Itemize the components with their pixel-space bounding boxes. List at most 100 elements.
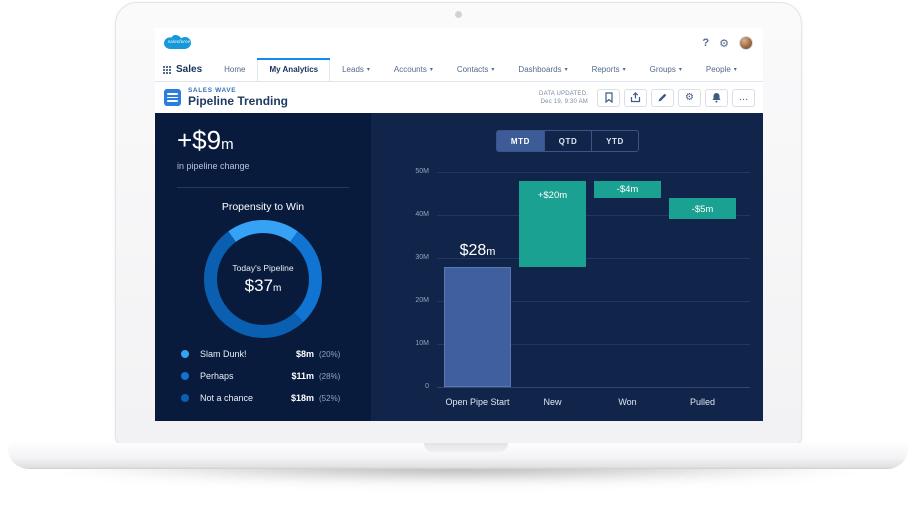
topbar: salesforce ? ⚙: [155, 28, 763, 58]
gridline: [437, 387, 750, 388]
tab-label: My Analytics: [269, 65, 318, 74]
legend-item-slam-dunk[interactable]: Slam Dunk! $8m (20%): [155, 343, 371, 365]
chart-bar-new[interactable]: +$20m: [519, 181, 586, 267]
tab-dashboards[interactable]: Dashboards▾: [506, 58, 579, 81]
settings-gear-icon[interactable]: ⚙: [719, 37, 729, 50]
y-axis-tick-label: 0: [389, 383, 429, 390]
wave-dashboard-icon[interactable]: [164, 89, 181, 106]
ellipsis-icon: …: [739, 92, 749, 103]
navigation-bar: Sales Home My Analytics Leads▾ Accounts▾…: [155, 58, 763, 82]
bar-value-label: $28m: [433, 242, 523, 260]
tab-leads[interactable]: Leads▾: [330, 58, 382, 81]
tab-reports[interactable]: Reports▾: [580, 58, 638, 81]
tab-label: Contacts: [457, 65, 489, 74]
dashboard-category: SALES WAVE: [188, 87, 288, 94]
share-icon: [630, 92, 641, 103]
legend-label: Perhaps: [200, 371, 270, 381]
chevron-down-icon: ▾: [679, 66, 682, 73]
chevron-down-icon: ▾: [491, 66, 494, 73]
bar-value-unit: m: [559, 190, 567, 201]
bar-value-amount: -$5: [692, 204, 706, 215]
bookmark-icon: [604, 92, 614, 103]
tab-label: Reports: [592, 65, 620, 74]
tab-accounts[interactable]: Accounts▾: [382, 58, 445, 81]
webcam-icon: [455, 11, 462, 18]
legend-label: Slam Dunk!: [200, 349, 270, 359]
data-updated-timestamp: Dec 19, 9:30 AM: [539, 98, 588, 106]
toggle-mtd[interactable]: MTD: [497, 131, 544, 151]
pipeline-change-amount: +$9: [177, 125, 221, 155]
tab-home[interactable]: Home: [212, 58, 257, 81]
donut-center-label: Today's Pipeline: [232, 263, 293, 273]
legend-dot: [181, 372, 189, 380]
tab-label: Accounts: [394, 65, 427, 74]
bookmark-button[interactable]: [597, 89, 620, 107]
waterfall-plot: MTD QTD YTD 010M20M30M40M50M$28mOpen Pip…: [371, 113, 763, 421]
toggle-qtd[interactable]: QTD: [544, 131, 591, 151]
donut-center: Today's Pipeline $37m: [217, 233, 309, 325]
pipeline-change-unit: m: [221, 136, 234, 153]
legend-item-perhaps[interactable]: Perhaps $11m (28%): [155, 365, 371, 387]
bar-value-amount: +$20: [538, 190, 559, 201]
legend-value: $11m: [270, 371, 314, 381]
chevron-down-icon: ▾: [367, 66, 370, 73]
pipeline-change-caption: in pipeline change: [177, 161, 250, 171]
bell-icon: [711, 92, 722, 103]
chevron-down-icon: ▾: [623, 66, 626, 73]
share-button[interactable]: [624, 89, 647, 107]
toggle-ytd[interactable]: YTD: [591, 131, 638, 151]
settings-button[interactable]: ⚙: [678, 89, 701, 107]
legend-percent: (28%): [319, 372, 357, 381]
data-updated-text: DATA UPDATED. Dec 19, 9:30 AM: [539, 90, 588, 106]
y-axis-tick-label: 10M: [389, 340, 429, 347]
dashboard-header: SALES WAVE Pipeline Trending DATA UPDATE…: [155, 82, 763, 113]
bar-value-label: +$20m: [520, 182, 585, 201]
donut-ring[interactable]: Today's Pipeline $37m: [204, 220, 322, 338]
tab-my-analytics[interactable]: My Analytics: [257, 58, 330, 81]
chart-bar-won[interactable]: -$4m: [594, 181, 661, 198]
donut-center-amount: $37: [245, 276, 273, 295]
legend-percent: (20%): [319, 350, 357, 359]
chart-bar-pulled[interactable]: -$5m: [669, 198, 736, 220]
pencil-icon: [657, 92, 668, 103]
divider: [177, 187, 349, 188]
more-actions-button[interactable]: …: [732, 89, 755, 107]
data-updated-label: DATA UPDATED.: [539, 90, 588, 98]
chevron-down-icon: ▾: [734, 66, 737, 73]
page-title: Pipeline Trending: [188, 94, 288, 108]
bar-value-unit: m: [630, 184, 638, 195]
app-launcher-waffle-icon[interactable]: [163, 66, 171, 74]
donut-center-unit: m: [273, 283, 281, 294]
legend-dot: [181, 394, 189, 402]
bar-value-amount: $28: [460, 242, 487, 259]
tab-people[interactable]: People▾: [694, 58, 749, 81]
chevron-down-icon: ▾: [565, 66, 568, 73]
help-icon[interactable]: ?: [702, 37, 709, 49]
y-axis-tick-label: 30M: [389, 254, 429, 261]
y-axis-tick-label: 40M: [389, 211, 429, 218]
chart-bar-open-pipe-start[interactable]: [444, 267, 511, 387]
legend-percent: (52%): [319, 394, 357, 403]
tab-groups[interactable]: Groups▾: [638, 58, 694, 81]
gridline: [437, 172, 750, 173]
tab-label: Home: [224, 65, 245, 74]
legend-value: $8m: [270, 349, 314, 359]
donut-legend: Slam Dunk! $8m (20%) Perhaps $11m (28%) …: [155, 343, 371, 409]
period-toggle-group: MTD QTD YTD: [496, 130, 639, 152]
bar-value-unit: m: [705, 204, 713, 215]
pipeline-change-value: +$9m: [177, 125, 234, 156]
y-axis-tick-label: 20M: [389, 297, 429, 304]
tab-contacts[interactable]: Contacts▾: [445, 58, 507, 81]
donut-center-value: $37m: [245, 276, 282, 296]
laptop-hinge-notch: [424, 443, 508, 452]
notifications-button[interactable]: [705, 89, 728, 107]
legend-item-not-a-chance[interactable]: Not a chance $18m (52%): [155, 387, 371, 409]
donut-chart-title: Propensity to Win: [155, 201, 371, 213]
app-launcher[interactable]: Sales: [155, 58, 212, 81]
legend-value: $18m: [270, 393, 314, 403]
bar-value-label: -$5m: [670, 199, 735, 215]
edit-button[interactable]: [651, 89, 674, 107]
page: salesforce ? ⚙ Sales Home My Analytics L…: [0, 0, 916, 522]
laptop-base: [8, 443, 908, 469]
user-avatar[interactable]: [739, 36, 753, 50]
